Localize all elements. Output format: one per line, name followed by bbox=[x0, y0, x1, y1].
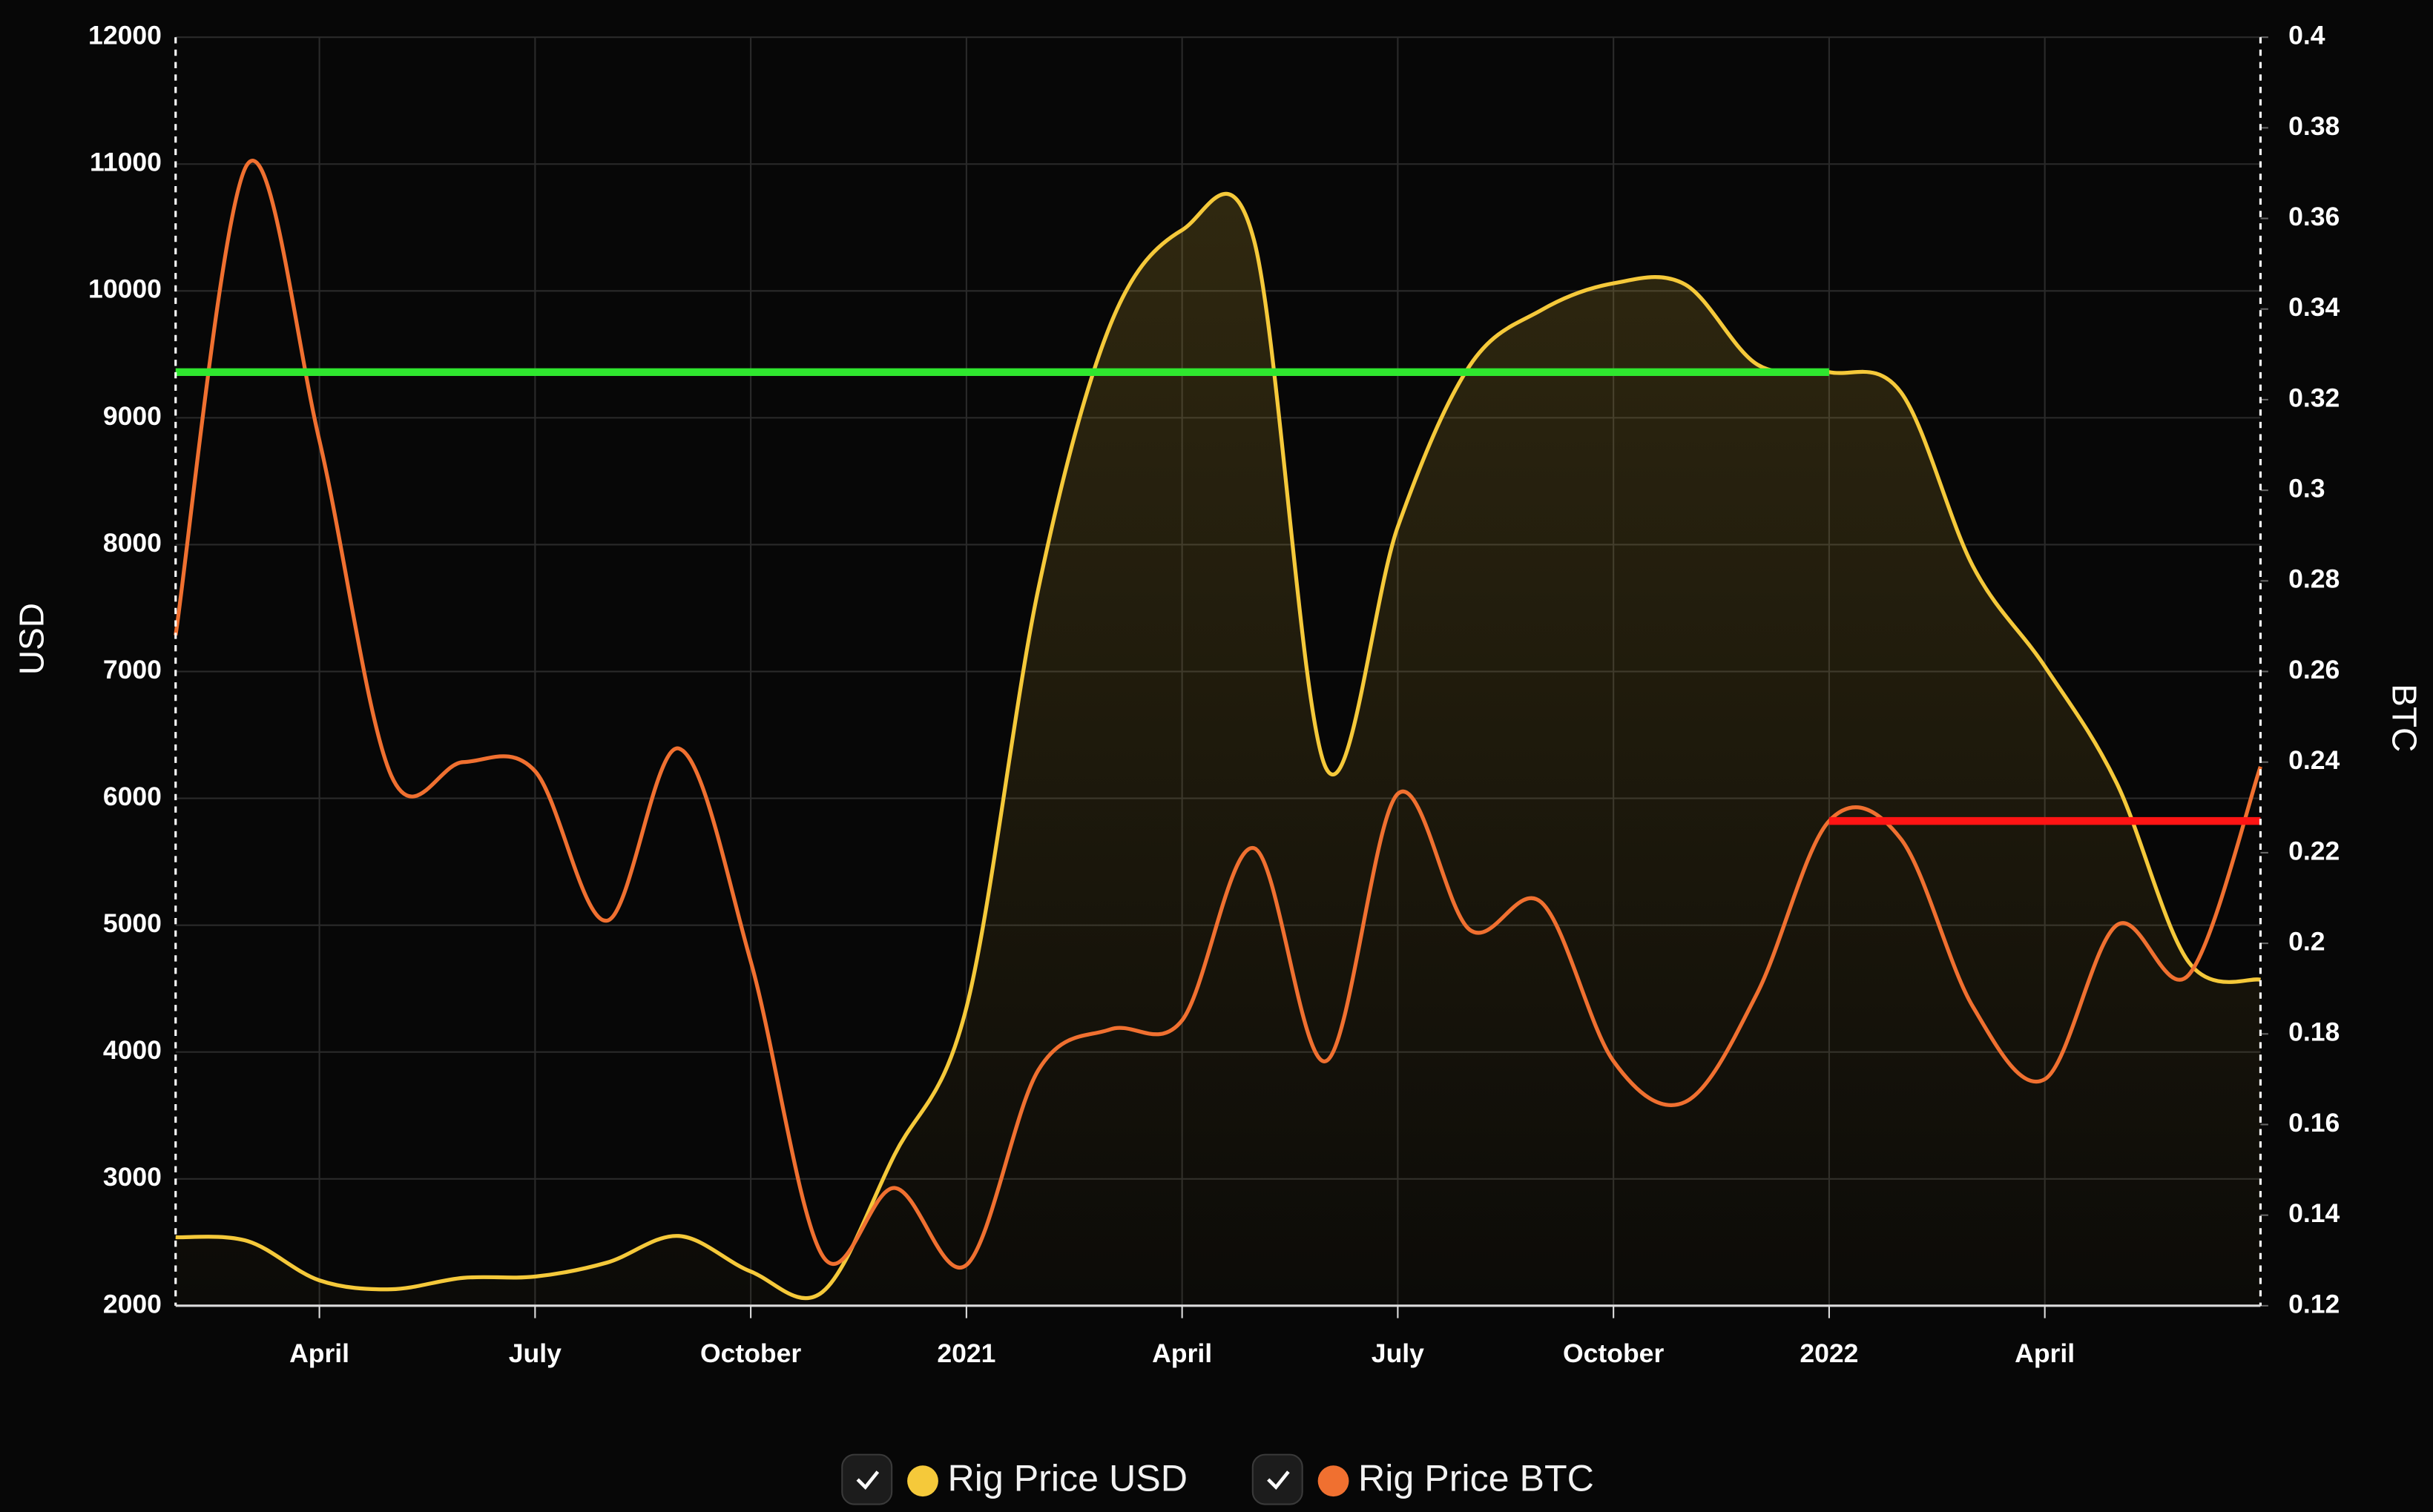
y2-tick-label: 0.4 bbox=[2288, 21, 2325, 50]
y-tick-label: 2000 bbox=[103, 1289, 162, 1318]
area bbox=[175, 194, 2261, 1306]
y-tick-label: 8000 bbox=[103, 528, 162, 558]
legend-label: Rig Price BTC bbox=[1358, 1457, 1594, 1499]
legend-checkbox bbox=[1251, 1453, 1303, 1505]
y2-tick-label: 0.18 bbox=[2288, 1017, 2340, 1047]
y-tick-label: 3000 bbox=[103, 1162, 162, 1192]
x-tick-label: October bbox=[1563, 1338, 1664, 1368]
x-tick-label: 2022 bbox=[1800, 1338, 1858, 1368]
y-tick-label: 6000 bbox=[103, 782, 162, 811]
y2-tick-label: 0.12 bbox=[2288, 1289, 2340, 1318]
line bbox=[174, 159, 2262, 1270]
x-tick-label: 2021 bbox=[937, 1338, 995, 1368]
y2-tick-label: 0.28 bbox=[2288, 564, 2340, 594]
axes: 2000 3000 4000 5000 6000 7000 8000 9000 10000 110… bbox=[88, 21, 2340, 1369]
y2-tick-label: 0.2 bbox=[2288, 926, 2325, 956]
y-tick-label: 5000 bbox=[103, 908, 162, 938]
legend-label: Rig Price USD bbox=[947, 1457, 1188, 1499]
y2-tick-label: 0.32 bbox=[2288, 383, 2340, 412]
legend-swatch bbox=[907, 1465, 938, 1497]
x-tick-label: October bbox=[700, 1338, 801, 1368]
y2-tick-label: 0.34 bbox=[2288, 292, 2340, 322]
y2-tick-label: 0.14 bbox=[2288, 1198, 2340, 1228]
x-tick-label: April bbox=[2015, 1338, 2075, 1368]
legend-check bbox=[856, 1470, 880, 1490]
y2-tick-label: 0.26 bbox=[2288, 655, 2340, 684]
line bbox=[175, 191, 2262, 1301]
legend-check bbox=[1267, 1470, 1290, 1490]
y-tick-label: 9000 bbox=[103, 401, 162, 431]
y2-tick-label: 0.36 bbox=[2288, 202, 2340, 231]
y2-tick-label: 0.24 bbox=[2288, 745, 2340, 775]
y2-tick-label: 0.16 bbox=[2288, 1108, 2340, 1138]
y-axis-title: USD bbox=[13, 603, 51, 675]
x-tick-label: July bbox=[1372, 1338, 1424, 1368]
y-tick-label: 10000 bbox=[88, 274, 162, 304]
x-tick-label: April bbox=[289, 1338, 349, 1368]
y-tick-label: 12000 bbox=[88, 21, 162, 50]
legend: Rig Price USD Rig Price BTC bbox=[841, 1453, 1594, 1505]
y2-axis-title: BTC bbox=[2386, 684, 2424, 752]
y2-tick-label: 0.38 bbox=[2288, 111, 2340, 141]
x-tick-label: April bbox=[1152, 1338, 1212, 1368]
plot-area bbox=[174, 159, 2262, 1306]
legend-item[interactable]: Rig Price BTC bbox=[1251, 1453, 1594, 1505]
y-tick-label: 11000 bbox=[90, 148, 162, 177]
y2-tick-label: 0.22 bbox=[2288, 836, 2340, 865]
y-tick-label: 7000 bbox=[103, 655, 162, 684]
y-tick-label: 4000 bbox=[103, 1035, 162, 1065]
legend-checkbox bbox=[841, 1453, 893, 1505]
x-tick-label: July bbox=[509, 1338, 562, 1368]
legend-swatch bbox=[1317, 1465, 1349, 1497]
y2-tick-label: 0.3 bbox=[2288, 474, 2325, 504]
legend-item[interactable]: Rig Price USD bbox=[841, 1453, 1188, 1505]
